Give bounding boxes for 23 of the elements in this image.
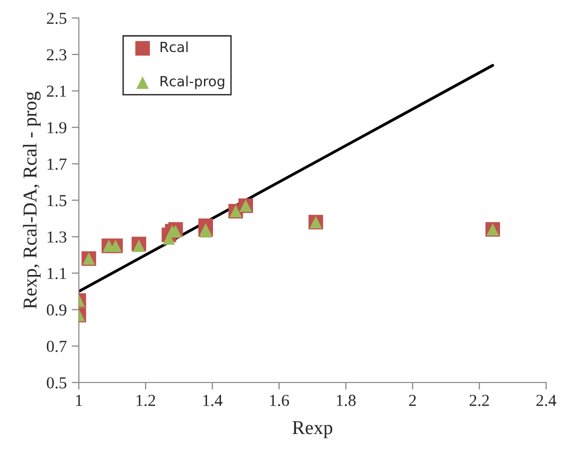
- y-tick-label: 0.5: [46, 377, 66, 389]
- legend-label: Rcal: [160, 41, 188, 52]
- y-tick-label: 1.3: [48, 231, 66, 243]
- y-tick-label: 1.7: [48, 158, 67, 170]
- x-tick-label: 1.4: [203, 394, 222, 406]
- x-tick-label: 2: [409, 394, 416, 406]
- x-tick-label: 2.2: [470, 394, 489, 406]
- y-axis-title: Rexp, Rcal-DA, Rcal - prog: [22, 92, 41, 309]
- y-tick-label: 2.1: [46, 86, 66, 97]
- x-tick-label: 1.6: [270, 394, 290, 406]
- y-tick-label: 1.9: [48, 122, 66, 134]
- x-tick-label: 1.2: [136, 394, 156, 406]
- y-tick-label: 1.5: [48, 195, 66, 206]
- y-tick-label: 0.9: [46, 304, 66, 316]
- x-axis-title: Rexp: [292, 421, 332, 438]
- x-tick-label: 1: [76, 394, 82, 406]
- legend-label: Rcal-prog: [160, 76, 224, 90]
- y-tick-label: 2.3: [46, 49, 66, 60]
- y-tick-label: 0.7: [46, 340, 67, 352]
- y-tick-label: 1.1: [48, 268, 66, 280]
- x-tick-label: 1.8: [336, 394, 356, 406]
- y-tick-label: 2.5: [46, 12, 66, 24]
- x-tick-label: 2.4: [536, 394, 556, 406]
